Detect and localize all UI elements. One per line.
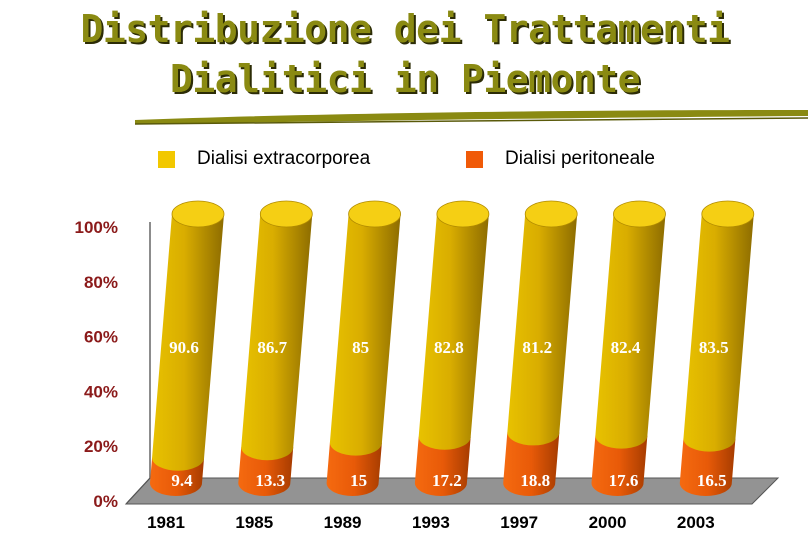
x-tick-label: 1985 xyxy=(235,513,273,532)
bar-group-1989: 85 15 xyxy=(326,200,402,496)
legend-swatch-peritoneale xyxy=(466,150,483,168)
bar-extracorporea xyxy=(241,214,313,461)
data-label-peritoneale: 15 xyxy=(350,471,367,490)
bar-peritoneale xyxy=(326,442,382,496)
bar-extracorporea xyxy=(507,214,578,446)
bar-group-1981: 90.6 9.4 xyxy=(150,200,225,496)
data-label-extracorporea: 85 xyxy=(352,338,369,357)
legend-label-peritoneale: Dialisi peritoneale xyxy=(505,148,655,169)
bar-top-cap xyxy=(613,200,666,228)
bar-group-1985: 86.7 13.3 xyxy=(238,200,313,496)
x-tick-label: 2003 xyxy=(677,513,715,532)
bar-group-2000: 82.4 17.6 xyxy=(591,200,666,496)
data-label-peritoneale: 17.6 xyxy=(609,471,639,490)
data-label-peritoneale: 9.4 xyxy=(171,471,193,490)
bar-top-cap xyxy=(436,200,490,228)
bar-extracorporea xyxy=(595,214,666,449)
y-axis-corner-line xyxy=(125,477,151,505)
bar-top-cap xyxy=(259,200,313,228)
legend-swatch-extracorporea xyxy=(158,150,175,168)
legend-item-peritoneale: Dialisi peritoneale xyxy=(466,144,655,174)
x-tick-label: 1993 xyxy=(412,513,450,532)
data-label-peritoneale: 16.5 xyxy=(697,471,727,490)
y-tick-label: 80% xyxy=(84,273,118,292)
bar-extracorporea xyxy=(418,214,489,450)
data-label-extracorporea: 86.7 xyxy=(257,338,287,357)
data-label-extracorporea: 82.4 xyxy=(611,338,641,357)
legend-label-extracorporea: Dialisi extracorporea xyxy=(197,148,371,169)
data-label-peritoneale: 13.3 xyxy=(255,471,285,490)
y-tick-label: 60% xyxy=(84,328,118,347)
bar-extracorporea xyxy=(683,214,754,452)
bar-group-1997: 81.2 18.8 xyxy=(503,200,578,496)
x-tick-label: 2000 xyxy=(589,513,627,532)
bar-group-2003: 83.5 16.5 xyxy=(679,200,755,496)
x-tick-label: 1997 xyxy=(500,513,538,532)
bar-top-cap xyxy=(348,200,402,228)
data-label-peritoneale: 18.8 xyxy=(520,471,550,490)
y-tick-label: 0% xyxy=(93,492,118,511)
bar-top-cap xyxy=(701,200,755,228)
legend-item-extracorporea: Dialisi extracorporea xyxy=(158,144,370,174)
data-label-peritoneale: 17.2 xyxy=(432,471,462,490)
bar-peritoneale xyxy=(503,432,560,496)
bar-group-1993: 82.8 17.2 xyxy=(414,200,490,496)
bar-peritoneale xyxy=(238,447,294,496)
bar-top-cap xyxy=(524,200,578,228)
y-tick-label: 100% xyxy=(75,218,118,237)
chart-title-line2: Dialitici in Piemonte xyxy=(170,57,640,101)
data-label-extracorporea: 82.8 xyxy=(434,338,464,357)
bar-peritoneale xyxy=(414,436,471,496)
y-tick-label: 40% xyxy=(84,382,118,401)
bar-extracorporea xyxy=(329,214,401,456)
title-underline-decoration xyxy=(134,110,809,125)
y-tick-label: 20% xyxy=(84,437,118,456)
bar-peritoneale xyxy=(591,435,648,496)
data-label-extracorporea: 81.2 xyxy=(522,338,552,357)
x-tick-label: 1989 xyxy=(324,513,362,532)
data-label-extracorporea: 83.5 xyxy=(699,338,729,357)
x-tick-label: 1981 xyxy=(147,513,185,532)
bar-top-cap xyxy=(171,200,225,228)
bar-peritoneale xyxy=(679,438,736,496)
bar-extracorporea xyxy=(152,214,224,471)
data-label-extracorporea: 90.6 xyxy=(169,338,199,357)
chart-title-line1: Distribuzione dei Trattamenti xyxy=(80,7,730,51)
